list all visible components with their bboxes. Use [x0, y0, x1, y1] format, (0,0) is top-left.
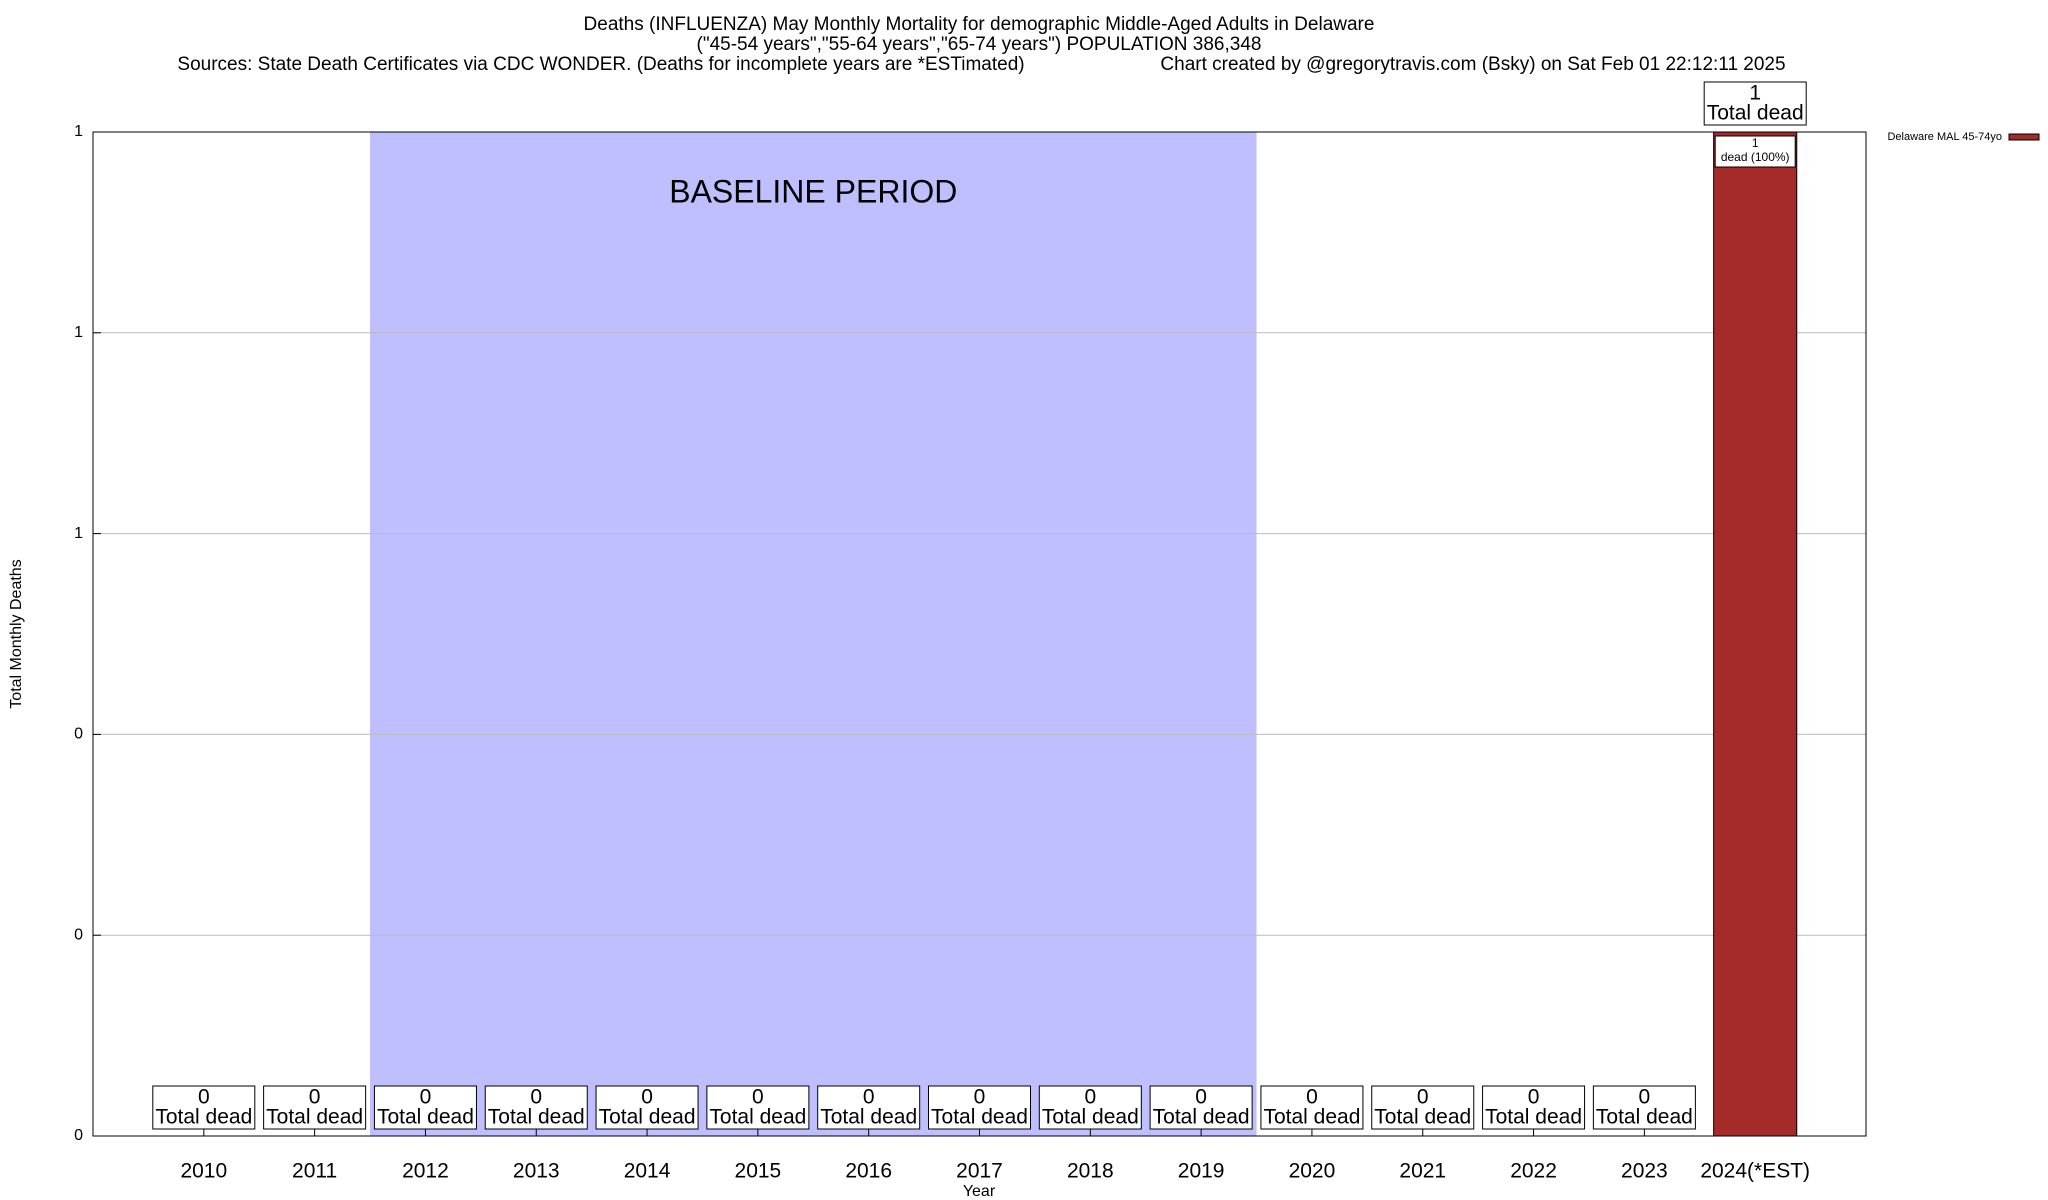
value-label: 0 [1306, 1086, 1318, 1109]
chart-subtitle: ("45-54 years","55-64 years","65-74 year… [697, 34, 1262, 55]
chart-title: Deaths (INFLUENZA) May Monthly Mortality… [584, 14, 1375, 35]
inner-label-value: 1 [1752, 136, 1759, 150]
inner-label-box [1714, 135, 1796, 168]
inner-label-caption: dead (100%) [1721, 150, 1790, 164]
x-tick-label: 2022 [1510, 1160, 1557, 1183]
x-tick-label: 2017 [956, 1160, 1003, 1183]
value-label-box [1260, 1085, 1364, 1130]
credit: Chart created by @gregorytravis.com (Bsk… [1160, 54, 1785, 75]
value-label-box [152, 1085, 256, 1130]
value-caption: Total dead [266, 1106, 363, 1129]
value-label: 0 [752, 1086, 764, 1109]
x-tick-label: 2020 [1289, 1160, 1336, 1183]
legend-swatch [2008, 133, 2040, 141]
sources: Sources: State Death Certificates via CD… [177, 54, 1024, 75]
x-tick-label: 2010 [180, 1160, 227, 1183]
value-label-box [1038, 1085, 1142, 1130]
value-label: 0 [530, 1086, 542, 1109]
value-label-box [817, 1085, 921, 1130]
baseline-label: BASELINE PERIOD [669, 173, 957, 209]
value-label-box [1371, 1085, 1475, 1130]
y-tick-label: 1 [74, 324, 83, 341]
x-tick-label: 2021 [1399, 1160, 1446, 1183]
value-label-box [263, 1085, 367, 1130]
value-caption: Total dead [377, 1106, 474, 1129]
value-caption: Total dead [1374, 1106, 1471, 1129]
y-tick-label: 1 [74, 525, 83, 542]
y-tick-label: 1 [74, 123, 83, 140]
y-tick-label: 0 [74, 726, 83, 743]
value-label: 0 [1084, 1086, 1096, 1109]
x-tick-label: 2024(*EST) [1700, 1160, 1810, 1183]
value-label-box [928, 1085, 1031, 1130]
value-label-box [1592, 1085, 1696, 1130]
value-label: 0 [1639, 1086, 1651, 1109]
value-label: 0 [198, 1086, 210, 1109]
x-axis-label: Year [963, 1183, 996, 1200]
value-caption: Total dead [1596, 1106, 1693, 1129]
value-label-box [1149, 1085, 1253, 1130]
y-tick-label: 0 [74, 926, 83, 943]
value-label-box [706, 1085, 810, 1130]
x-tick-label: 2023 [1621, 1160, 1668, 1183]
value-caption: Total dead [1485, 1106, 1582, 1129]
x-tick-label: 2012 [402, 1160, 449, 1183]
legend-label: Delaware MAL 45-74yo [1887, 131, 2002, 143]
value-label-box [595, 1085, 699, 1130]
y-tick-label: 0 [74, 1127, 83, 1144]
baseline-region [370, 132, 1257, 1136]
value-caption: Total dead [709, 1106, 806, 1129]
y-axis-label: Total Monthly Deaths [8, 559, 25, 708]
value-caption: Total dead [599, 1106, 696, 1129]
value-label: 0 [974, 1086, 986, 1109]
value-caption: Total dead [931, 1106, 1028, 1129]
x-tick-label: 2016 [845, 1160, 892, 1183]
x-tick-label: 2013 [513, 1160, 560, 1183]
value-label: 0 [1417, 1086, 1429, 1109]
value-caption: Total dead [1263, 1106, 1360, 1129]
value-label: 0 [1195, 1086, 1207, 1109]
value-label: 0 [420, 1086, 432, 1109]
value-caption: Total dead [1153, 1106, 1250, 1129]
value-label: 1 [1749, 82, 1761, 105]
value-caption: Total dead [1042, 1106, 1139, 1129]
x-tick-label: 2014 [624, 1160, 671, 1183]
value-label: 0 [863, 1086, 875, 1109]
value-caption: Total dead [1707, 102, 1804, 125]
value-label: 0 [309, 1086, 321, 1109]
value-label: 0 [641, 1086, 653, 1109]
value-caption: Total dead [155, 1106, 252, 1129]
value-label-box [1703, 81, 1807, 126]
value-label: 0 [1528, 1086, 1540, 1109]
value-caption: Total dead [488, 1106, 585, 1129]
value-label-box [484, 1085, 588, 1130]
x-tick-label: 2018 [1067, 1160, 1114, 1183]
value-caption: Total dead [820, 1106, 917, 1129]
x-tick-label: 2015 [735, 1160, 782, 1183]
x-tick-label: 2019 [1178, 1160, 1225, 1183]
bar [1713, 131, 1798, 1137]
x-tick-label: 2011 [292, 1160, 337, 1183]
value-label-box [1482, 1085, 1586, 1130]
value-label-box [373, 1085, 477, 1130]
